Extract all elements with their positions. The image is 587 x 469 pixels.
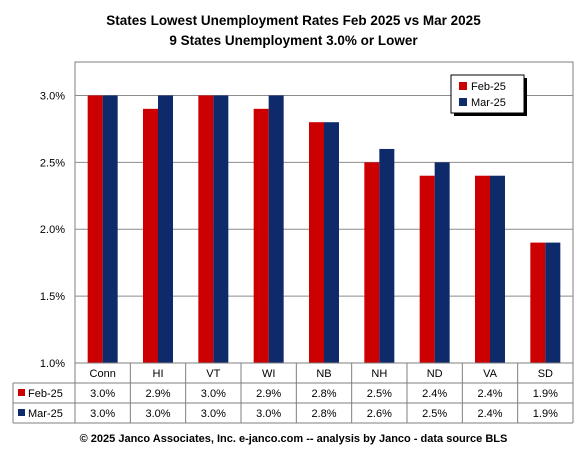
- bar-mar-25-nb: [324, 122, 339, 363]
- table-legend-key-feb-25: [18, 389, 25, 396]
- bar-feb-25-nh: [364, 162, 380, 363]
- legend-key-mar-25: [459, 98, 467, 106]
- x-tick-label-sd: SD: [538, 368, 553, 380]
- data-label-feb-25-wi: 2.9%: [256, 388, 281, 400]
- bar-mar-25-conn: [102, 95, 118, 363]
- bar-feb-25-conn: [87, 95, 103, 363]
- data-label-mar-25-nb: 2.8%: [311, 408, 336, 420]
- chart-title: States Lowest Unemployment Rates Feb 202…: [106, 13, 481, 28]
- bar-mar-25-nd: [434, 162, 450, 363]
- data-label-mar-25-vt: 3.0%: [201, 408, 226, 420]
- data-label-feb-25-vt: 3.0%: [201, 388, 226, 400]
- data-label-mar-25-nh: 2.6%: [367, 408, 392, 420]
- x-tick-label-vt: VT: [206, 368, 220, 380]
- legend-box: [450, 74, 525, 114]
- y-tick-label-4: 3.0%: [40, 90, 65, 102]
- bar-mar-25-nh: [379, 148, 395, 363]
- x-tick-label-wi: WI: [262, 368, 275, 380]
- bar-mar-25-hi: [158, 95, 173, 363]
- legend-key-feb-25: [459, 82, 467, 90]
- data-label-feb-25-va: 2.4%: [477, 388, 502, 400]
- x-tick-label-nb: NB: [316, 368, 331, 380]
- data-label-feb-25-conn: 3.0%: [90, 388, 115, 400]
- bar-feb-25-sd: [530, 242, 546, 363]
- data-label-feb-25-hi: 2.9%: [145, 388, 170, 400]
- bar-mar-25-vt: [213, 95, 229, 363]
- data-label-feb-25-nh: 2.5%: [367, 388, 392, 400]
- data-label-feb-25-sd: 1.9%: [533, 388, 558, 400]
- data-label-mar-25-conn: 3.0%: [90, 408, 115, 420]
- chart-footer: © 2025 Janco Associates, Inc. e-janco.co…: [79, 433, 508, 445]
- data-label-feb-25-nd: 2.4%: [422, 388, 447, 400]
- bar-feb-25-nd: [419, 175, 435, 363]
- bar-mar-25-va: [490, 175, 505, 363]
- bar-feb-25-hi: [143, 108, 158, 363]
- y-tick-label-3: 2.5%: [40, 157, 65, 169]
- data-label-feb-25-nb: 2.8%: [311, 388, 336, 400]
- bar-feb-25-nb: [309, 122, 324, 363]
- legend-label-feb-25: Feb-25: [471, 81, 506, 93]
- bar-feb-25-wi: [253, 108, 269, 363]
- data-label-mar-25-nd: 2.5%: [422, 408, 447, 420]
- bar-feb-25-vt: [198, 95, 214, 363]
- table-legend-key-mar-25: [18, 409, 25, 416]
- chart-subtitle: 9 States Unemployment 3.0% or Lower: [169, 33, 418, 48]
- data-label-mar-25-hi: 3.0%: [145, 408, 170, 420]
- data-label-mar-25-sd: 1.9%: [533, 408, 558, 420]
- x-tick-label-va: VA: [483, 368, 498, 380]
- x-tick-label-conn: Conn: [90, 368, 116, 380]
- x-tick-label-nd: ND: [427, 368, 443, 380]
- bar-mar-25-wi: [268, 95, 284, 363]
- table-series-label-mar-25: Mar-25: [28, 408, 63, 420]
- x-tick-label-hi: HI: [153, 368, 164, 380]
- data-label-mar-25-va: 2.4%: [477, 408, 502, 420]
- x-tick-label-nh: NH: [371, 368, 387, 380]
- data-label-mar-25-wi: 3.0%: [256, 408, 281, 420]
- y-tick-label-2: 2.0%: [40, 224, 65, 236]
- y-tick-label-0: 1.0%: [40, 358, 65, 370]
- bar-mar-25-sd: [545, 242, 561, 363]
- table-series-label-feb-25: Feb-25: [28, 388, 63, 400]
- bar-feb-25-va: [475, 175, 490, 363]
- y-tick-label-1: 1.5%: [40, 291, 65, 303]
- legend-label-mar-25: Mar-25: [471, 97, 506, 109]
